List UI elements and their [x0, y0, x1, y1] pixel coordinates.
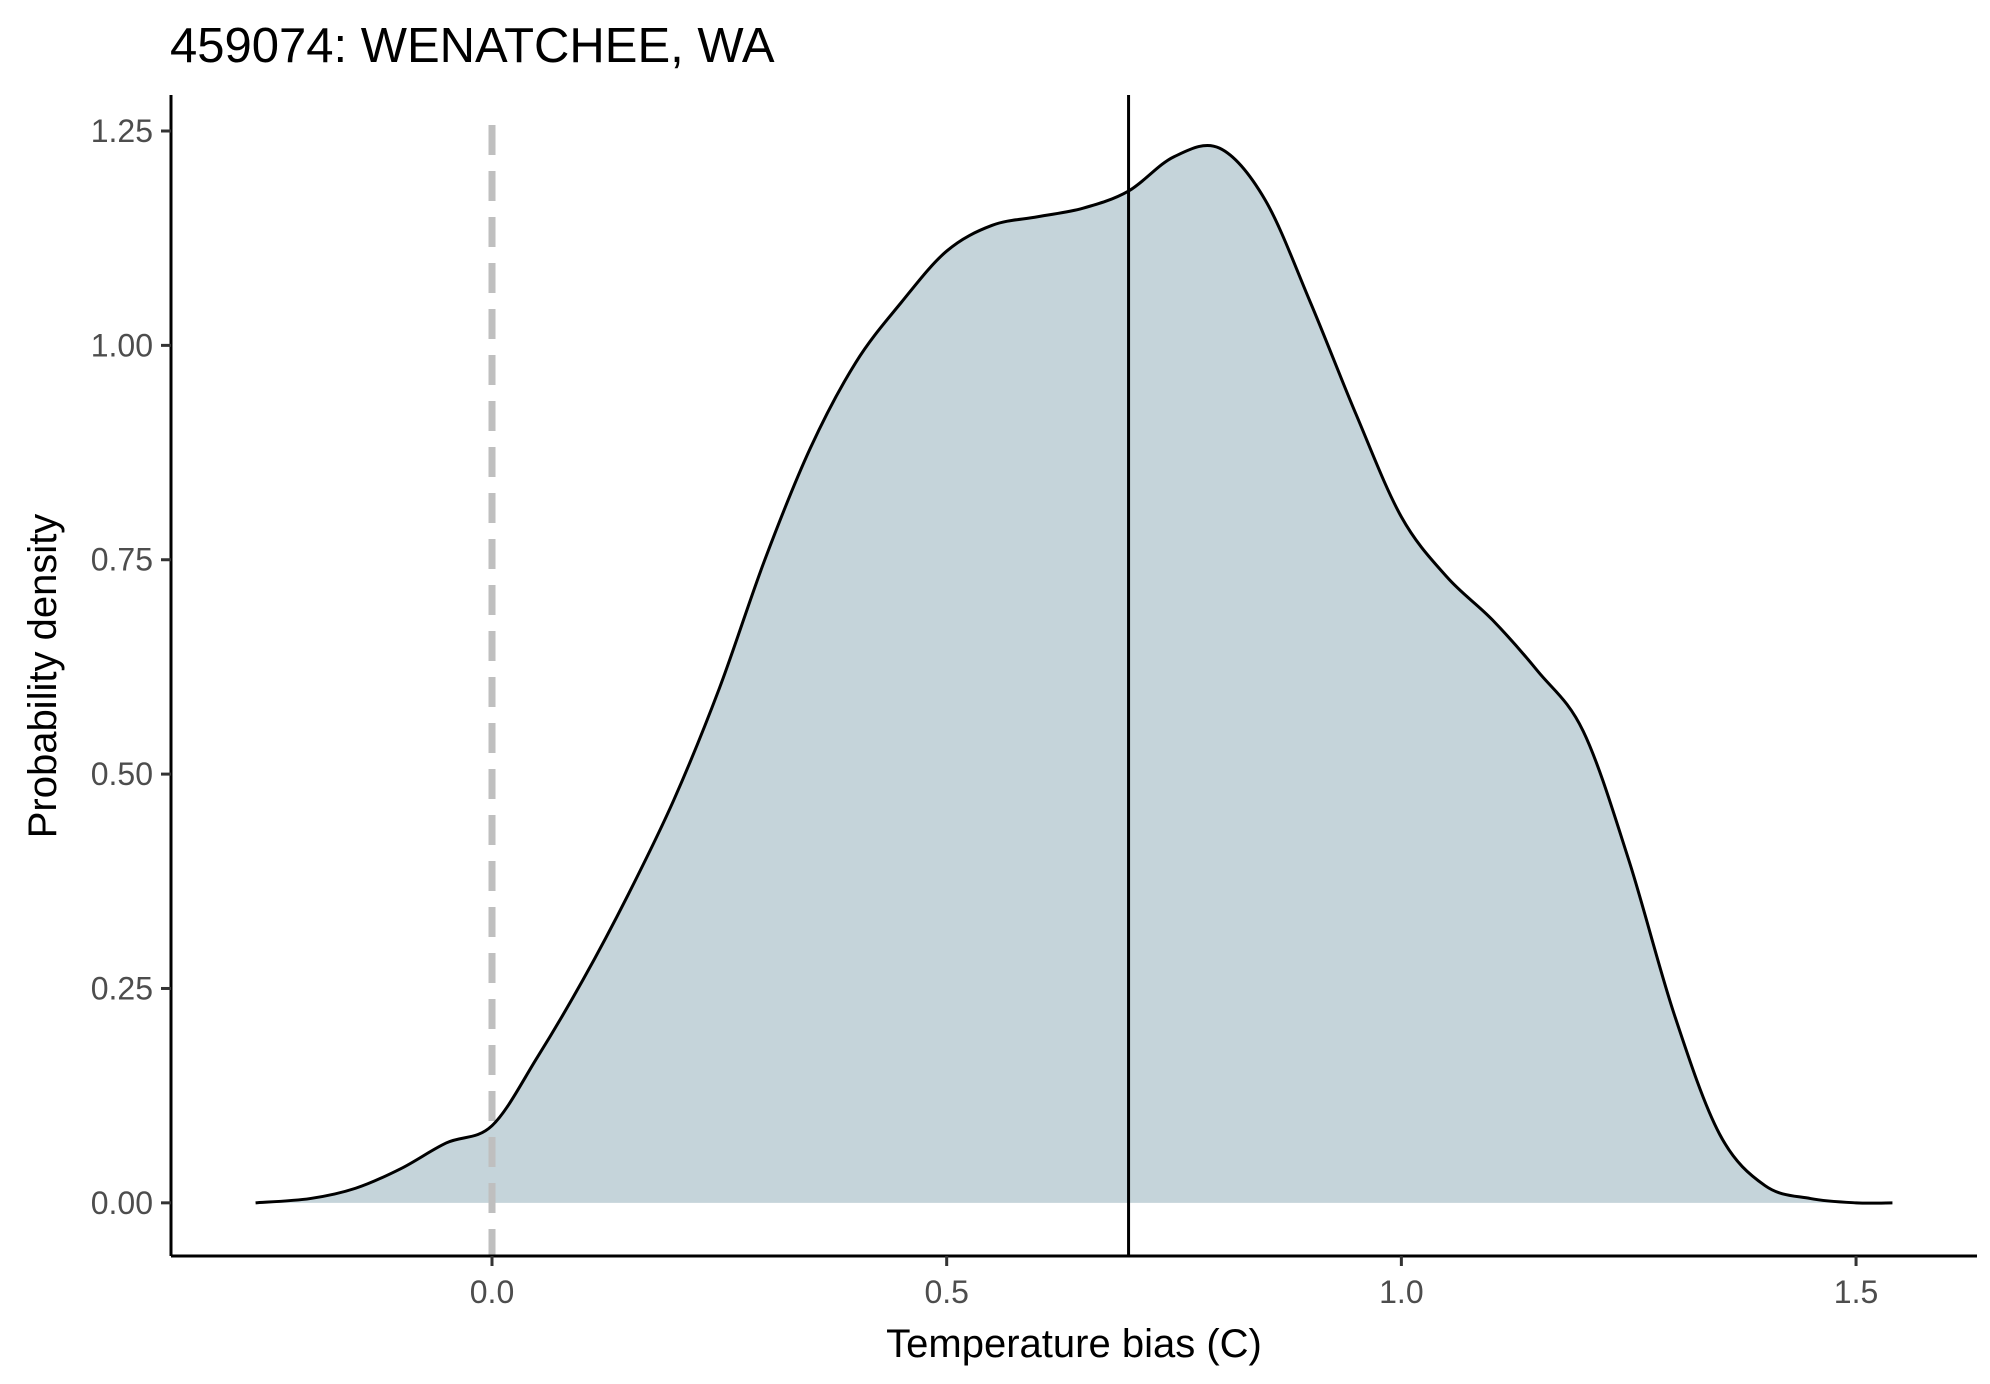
y-tick-label: 0.50 — [91, 756, 153, 792]
x-ticks: 0.0 0.5 1.0 1.5 — [470, 1256, 1878, 1310]
x-tick-label: 0.5 — [924, 1274, 968, 1310]
x-tick-label: 1.0 — [1379, 1274, 1423, 1310]
x-tick-label: 0.0 — [470, 1274, 514, 1310]
x-tick-label: 1.5 — [1834, 1274, 1878, 1310]
y-ticks: 0.00 0.25 0.50 0.75 1.00 1.25 — [91, 113, 171, 1221]
y-tick-label: 0.75 — [91, 542, 153, 578]
density-area — [255, 145, 1893, 1204]
chart-title: 459074: WENATCHEE, WA — [170, 19, 775, 73]
y-tick-label: 1.00 — [91, 327, 153, 363]
axes: 0.0 0.5 1.0 1.5 0.00 0.25 0.50 0.75 1.00 1.25 — [91, 95, 1977, 1310]
y-tick-label: 0.25 — [91, 970, 153, 1006]
y-axis-title: Probability density — [21, 514, 65, 839]
y-tick-label: 1.25 — [91, 113, 153, 149]
plot-area — [255, 95, 1893, 1256]
x-axis-title: Temperature bias (C) — [886, 1322, 1262, 1366]
y-tick-label: 0.00 — [91, 1185, 153, 1221]
density-curve — [255, 143, 1893, 1205]
